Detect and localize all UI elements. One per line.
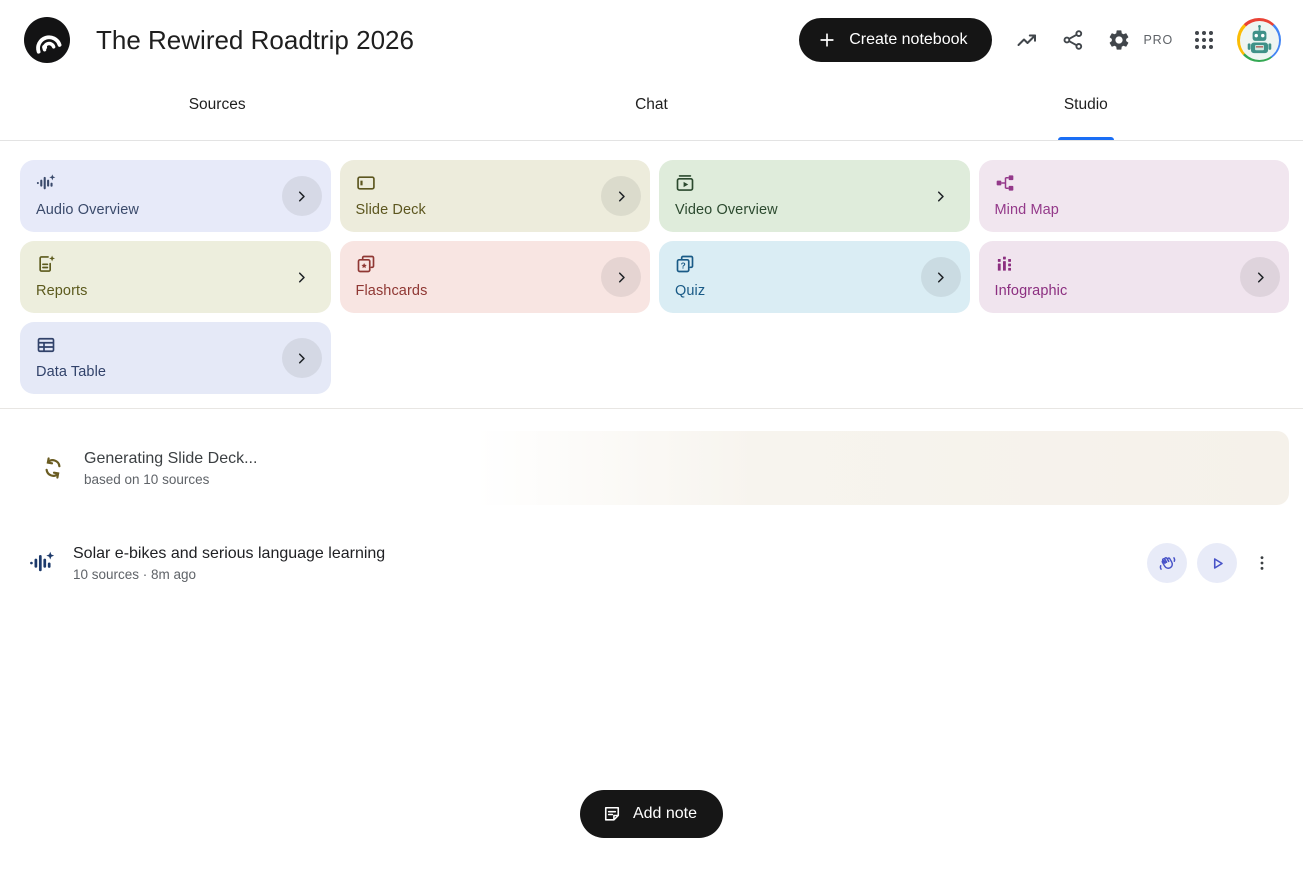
panel-tabs: Sources Chat Studio	[0, 80, 1303, 141]
chevron-right-icon	[293, 350, 310, 367]
generating-subtitle: based on 10 sources	[84, 471, 210, 487]
active-tab-underline	[1057, 137, 1114, 140]
reports-icon	[36, 254, 315, 274]
audio-overview-item[interactable]: Solar e-bikes and serious language learn…	[20, 531, 1277, 595]
add-note-button[interactable]: Add note	[579, 790, 724, 838]
studio-panel: Audio Overview Slide Deck Video Overview…	[0, 160, 1303, 838]
create-notebook-label: Create notebook	[849, 31, 968, 48]
add-note-label: Add note	[632, 805, 698, 822]
apps-grid-icon	[1192, 28, 1216, 52]
interactive-icon	[1158, 554, 1177, 573]
slide-deck-icon	[356, 173, 635, 193]
mind-map-icon	[995, 173, 1274, 193]
sync-icon	[41, 456, 65, 480]
tab-label: Studio	[1063, 96, 1108, 113]
chevron-right-button[interactable]	[281, 338, 322, 378]
settings-icon	[1107, 28, 1131, 52]
audio-waveform-icon	[36, 173, 315, 193]
more-options-button[interactable]	[1247, 543, 1277, 583]
flashcards-icon	[356, 254, 635, 274]
card-data-table[interactable]: Data Table	[20, 322, 331, 394]
section-divider	[0, 408, 1303, 409]
avatar[interactable]	[1237, 18, 1281, 62]
card-audio-overview[interactable]: Audio Overview	[20, 160, 331, 232]
card-slide-deck[interactable]: Slide Deck	[339, 160, 650, 232]
notebooklm-logo[interactable]	[24, 17, 70, 63]
analytics-button[interactable]	[1004, 17, 1050, 63]
more-vert-icon	[1252, 553, 1272, 573]
card-reports[interactable]: Reports	[20, 241, 331, 313]
chevron-right-icon	[293, 188, 310, 205]
interactive-mode-button[interactable]	[1147, 543, 1187, 583]
header-actions: Create notebook PRO	[799, 17, 1281, 63]
audio-item-meta: 10 sources · 8m ago	[73, 566, 197, 582]
generating-title: Generating Slide Deck...	[84, 449, 258, 467]
play-icon	[1208, 554, 1227, 573]
tab-chat[interactable]: Chat	[434, 80, 868, 140]
play-button[interactable]	[1197, 543, 1237, 583]
audio-waveform-icon	[29, 550, 55, 576]
data-table-icon	[36, 335, 315, 355]
chevron-right-icon	[932, 188, 949, 205]
chevron-right-icon	[932, 269, 949, 286]
chevron-right-icon	[613, 269, 630, 286]
tab-sources[interactable]: Sources	[0, 80, 434, 140]
create-notebook-button[interactable]: Create notebook	[799, 18, 992, 62]
note-icon	[602, 804, 622, 824]
audio-item-actions	[1147, 543, 1277, 583]
card-flashcards[interactable]: Flashcards	[339, 241, 650, 313]
svg-text:?: ?	[681, 261, 686, 271]
card-mind-map[interactable]: Mind Map	[978, 160, 1289, 232]
chevron-right-button[interactable]	[282, 257, 322, 297]
chevron-right-icon	[293, 269, 310, 286]
tab-studio[interactable]: Studio	[869, 80, 1303, 140]
tab-label: Sources	[188, 96, 246, 113]
chevron-right-button[interactable]	[1240, 257, 1280, 297]
chevron-right-button[interactable]	[281, 176, 322, 216]
chevron-right-icon	[613, 188, 630, 205]
settings-button[interactable]	[1096, 17, 1142, 63]
infographic-icon	[995, 254, 1274, 274]
plus-icon	[817, 30, 837, 50]
chevron-right-button[interactable]	[601, 257, 641, 297]
chevron-right-button[interactable]	[921, 176, 961, 216]
robot-avatar-icon	[1239, 20, 1279, 60]
card-video-overview[interactable]: Video Overview	[659, 160, 970, 232]
chevron-right-icon	[1252, 269, 1269, 286]
generating-row: Generating Slide Deck... based on 10 sou…	[20, 431, 1289, 505]
chevron-right-button[interactable]	[601, 176, 641, 216]
quiz-icon: ?	[675, 254, 954, 274]
studio-cards-grid: Audio Overview Slide Deck Video Overview…	[20, 160, 1289, 394]
header: The Rewired Roadtrip 2026 Create noteboo…	[0, 0, 1303, 80]
share-button[interactable]	[1050, 17, 1096, 63]
chevron-right-button[interactable]	[920, 257, 961, 297]
tab-label: Chat	[635, 96, 668, 113]
notebook-title: The Rewired Roadtrip 2026	[96, 24, 414, 55]
google-apps-button[interactable]	[1181, 17, 1227, 63]
audio-item-title: Solar e-bikes and serious language learn…	[73, 544, 386, 562]
card-infographic[interactable]: Infographic	[978, 241, 1289, 313]
share-icon	[1061, 28, 1085, 52]
pro-badge: PRO	[1143, 33, 1173, 47]
video-overview-icon	[675, 173, 954, 193]
trending-icon	[1015, 28, 1039, 52]
card-quiz[interactable]: ? Quiz	[659, 241, 970, 313]
